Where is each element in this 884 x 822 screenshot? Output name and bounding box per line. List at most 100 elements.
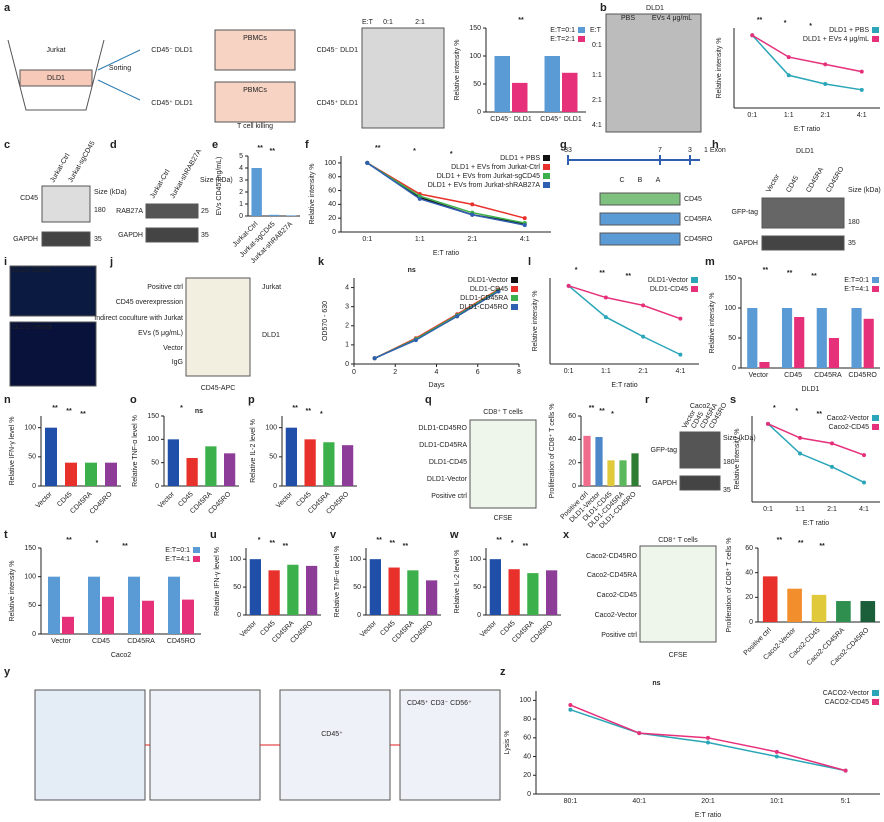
- y-tick-label: 50: [353, 584, 361, 591]
- annotation: *: [96, 540, 99, 547]
- marker: [522, 216, 527, 221]
- label: Caco2: [690, 403, 710, 410]
- bar: [167, 439, 179, 486]
- annotation: *: [784, 20, 787, 27]
- legend-label: E:T=0:1: [550, 27, 575, 34]
- annotation: ns: [195, 408, 203, 415]
- bar: [62, 616, 74, 634]
- panel-letter: e: [212, 139, 218, 151]
- annotation: **: [787, 270, 793, 277]
- legend-label: DLD1 + PBS: [500, 155, 540, 162]
- legend-swatch: [691, 277, 698, 283]
- label: 7: [658, 147, 662, 154]
- x-tick-label: 1:1: [795, 506, 805, 513]
- legend-swatch: [872, 424, 879, 430]
- label: Jurkat-sgCD45: [67, 140, 96, 184]
- label: Positive ctrl: [601, 632, 637, 639]
- annotation: **: [66, 408, 72, 415]
- panel-letter: i: [4, 256, 7, 268]
- marker: [417, 196, 422, 201]
- label: 2:1: [415, 19, 425, 26]
- label: DLD1: [796, 148, 814, 155]
- x-axis-label: DLD1: [802, 386, 820, 393]
- flow-plot: [34, 689, 146, 801]
- label: 0:1: [592, 42, 602, 49]
- bar: [286, 215, 297, 216]
- x-tick-label: 2: [393, 369, 397, 376]
- marker: [568, 703, 573, 708]
- y-tick-label: 2: [345, 323, 349, 330]
- panel-letter: r: [645, 394, 650, 406]
- y-tick-label: 50: [473, 81, 481, 88]
- marker: [774, 754, 779, 759]
- flow-plot: [149, 689, 261, 801]
- x-tick-label: 4:1: [859, 506, 869, 513]
- bar: [168, 576, 180, 634]
- bar: [828, 338, 840, 368]
- panel-letter: c: [4, 139, 10, 151]
- marker: [859, 87, 864, 92]
- panel-letter: p: [248, 394, 255, 406]
- y-axis-label: Relative IL-2 level %: [454, 550, 461, 614]
- x-tick-label: CD45⁺ DLD1: [540, 116, 582, 123]
- y-tick-label: 20: [745, 594, 753, 601]
- bar: [251, 168, 262, 216]
- line: [767, 423, 865, 484]
- bar: [747, 308, 758, 368]
- bar: [186, 458, 198, 486]
- legend-label: E:T=0:1: [165, 547, 190, 554]
- y-tick-label: 0: [239, 213, 243, 220]
- bar: [48, 576, 60, 634]
- y-axis-label: Relative intensity %: [454, 39, 461, 100]
- x-tick-label: 2:1: [827, 506, 837, 513]
- marker: [843, 768, 848, 773]
- annotation: *: [511, 540, 514, 547]
- label: EVs (5 μg/mL): [138, 330, 183, 337]
- label: A: [656, 177, 661, 184]
- label: 3: [688, 147, 692, 154]
- panel-letter: w: [449, 529, 459, 541]
- flow-plot: [399, 689, 501, 801]
- annotation: **: [625, 273, 631, 280]
- bar: [182, 599, 194, 634]
- histogram: [639, 545, 717, 643]
- y-tick-label: 50: [233, 584, 241, 591]
- annotation: **: [270, 540, 276, 547]
- bar: [407, 570, 419, 615]
- y-axis-label: Proliferation of CD8⁺ T cells %: [726, 538, 733, 633]
- blot: [145, 227, 199, 243]
- x-tick-label: 2:1: [638, 368, 648, 375]
- label: 35: [94, 236, 102, 243]
- label: DLD1: [47, 75, 65, 82]
- y-tick-label: 40: [328, 201, 336, 208]
- annotation: **: [292, 405, 298, 412]
- marker: [455, 314, 460, 319]
- marker: [823, 62, 828, 67]
- legend-label: DLD1 + EVs from Jurkat-shRAB27A: [428, 182, 541, 189]
- label: DLD1-CD45RA: [419, 442, 467, 449]
- y-tick-label: 100: [469, 53, 481, 60]
- bar: [287, 564, 299, 615]
- bar: [583, 435, 591, 486]
- line: [568, 285, 681, 356]
- y-tick-label: 40: [568, 436, 576, 443]
- y-tick-label: 5: [239, 153, 243, 160]
- x-tick-label: 0:1: [564, 368, 574, 375]
- y-tick-label: 0: [477, 612, 481, 619]
- x-tick-label: CD45: [295, 491, 313, 509]
- legend-label: E:T=0:1: [844, 277, 869, 284]
- marker: [862, 480, 866, 485]
- annotation: *: [611, 411, 614, 418]
- y-tick-label: 100: [24, 574, 36, 581]
- label: CD45 overexpression: [116, 299, 183, 306]
- y-axis-label: Relative TNF-α level %: [132, 415, 139, 487]
- legend-label: CACO2-Vector: [823, 690, 870, 697]
- line: [374, 290, 499, 359]
- legend-swatch: [872, 277, 879, 283]
- bar: [863, 318, 874, 368]
- annotation: **: [403, 543, 409, 550]
- marker: [641, 334, 646, 339]
- label: CD45RA: [684, 216, 712, 223]
- annotation: *: [258, 537, 261, 544]
- legend-swatch: [578, 36, 585, 42]
